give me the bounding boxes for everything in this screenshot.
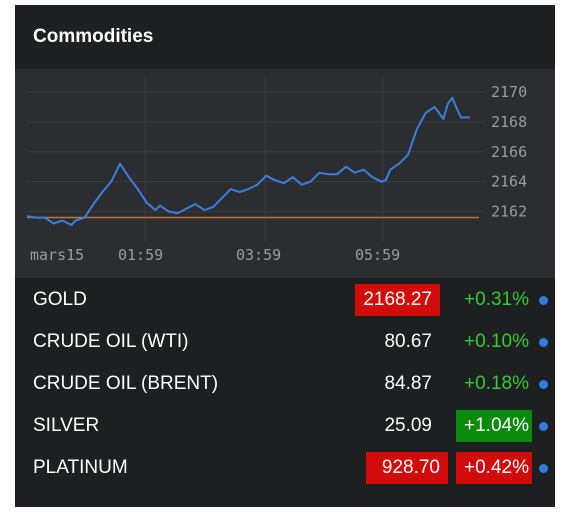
list-item-platinum[interactable]: PLATINUM 928.70 +0.42% xyxy=(15,447,555,489)
x-tick-label: mars15 xyxy=(30,246,84,264)
status-dot-icon xyxy=(539,296,548,305)
commodity-price: 2168.27 xyxy=(355,284,440,316)
list-item-gold[interactable]: GOLD 2168.27 +0.31% xyxy=(15,279,555,321)
list-item-silver[interactable]: SILVER 25.09 +1.04% xyxy=(15,405,555,447)
y-tick-label: 2162 xyxy=(491,203,527,221)
price-chart[interactable]: 2170 2168 2166 2164 2162 mars15 01:59 03:59 05:5… xyxy=(15,69,555,278)
commodity-name: PLATINUM xyxy=(33,457,128,478)
commodity-price: 928.70 xyxy=(365,452,448,484)
series-line xyxy=(26,96,470,226)
commodity-change: +0.18% xyxy=(464,373,529,394)
status-dot-icon xyxy=(539,422,548,431)
commodity-change: +1.04% xyxy=(456,410,532,442)
y-tick-label: 2164 xyxy=(491,173,527,191)
y-tick-label: 2168 xyxy=(491,113,527,131)
x-tick-label: 03:59 xyxy=(236,246,281,264)
status-dot-icon xyxy=(539,380,548,389)
commodities-widget: Commodities 2170 2168 2166 2164 2162 mars15 01… xyxy=(15,5,555,507)
list-item-crude-oil-wti[interactable]: CRUDE OIL (WTI) 80.67 +0.10% xyxy=(15,321,555,363)
y-tick-label: 2166 xyxy=(491,143,527,161)
status-dot-icon xyxy=(539,464,548,473)
commodity-price: 84.87 xyxy=(384,373,432,394)
price-chart-svg: 2170 2168 2166 2164 2162 mars15 01:59 03:59 05:5… xyxy=(26,77,527,264)
commodity-name: SILVER xyxy=(33,415,100,436)
commodity-change: +0.42% xyxy=(456,452,532,484)
commodity-list: GOLD 2168.27 +0.31% CRUDE OIL (WTI) 80.6… xyxy=(15,279,555,489)
y-tick-label: 2170 xyxy=(491,83,527,101)
widget-header: Commodities xyxy=(15,5,555,69)
commodity-name: CRUDE OIL (WTI) xyxy=(33,331,189,352)
list-item-crude-oil-brent[interactable]: CRUDE OIL (BRENT) 84.87 +0.18% xyxy=(15,363,555,405)
status-dot-icon xyxy=(539,338,548,347)
widget-title: Commodities xyxy=(33,26,154,47)
commodity-price: 80.67 xyxy=(384,331,432,352)
x-tick-label: 05:59 xyxy=(355,246,400,264)
commodity-price: 25.09 xyxy=(384,415,432,436)
x-tick-label: 01:59 xyxy=(118,246,163,264)
commodity-change: +0.10% xyxy=(464,331,529,352)
commodity-name: GOLD xyxy=(33,289,87,310)
commodity-name: CRUDE OIL (BRENT) xyxy=(33,373,219,394)
commodity-change: +0.31% xyxy=(464,289,529,310)
